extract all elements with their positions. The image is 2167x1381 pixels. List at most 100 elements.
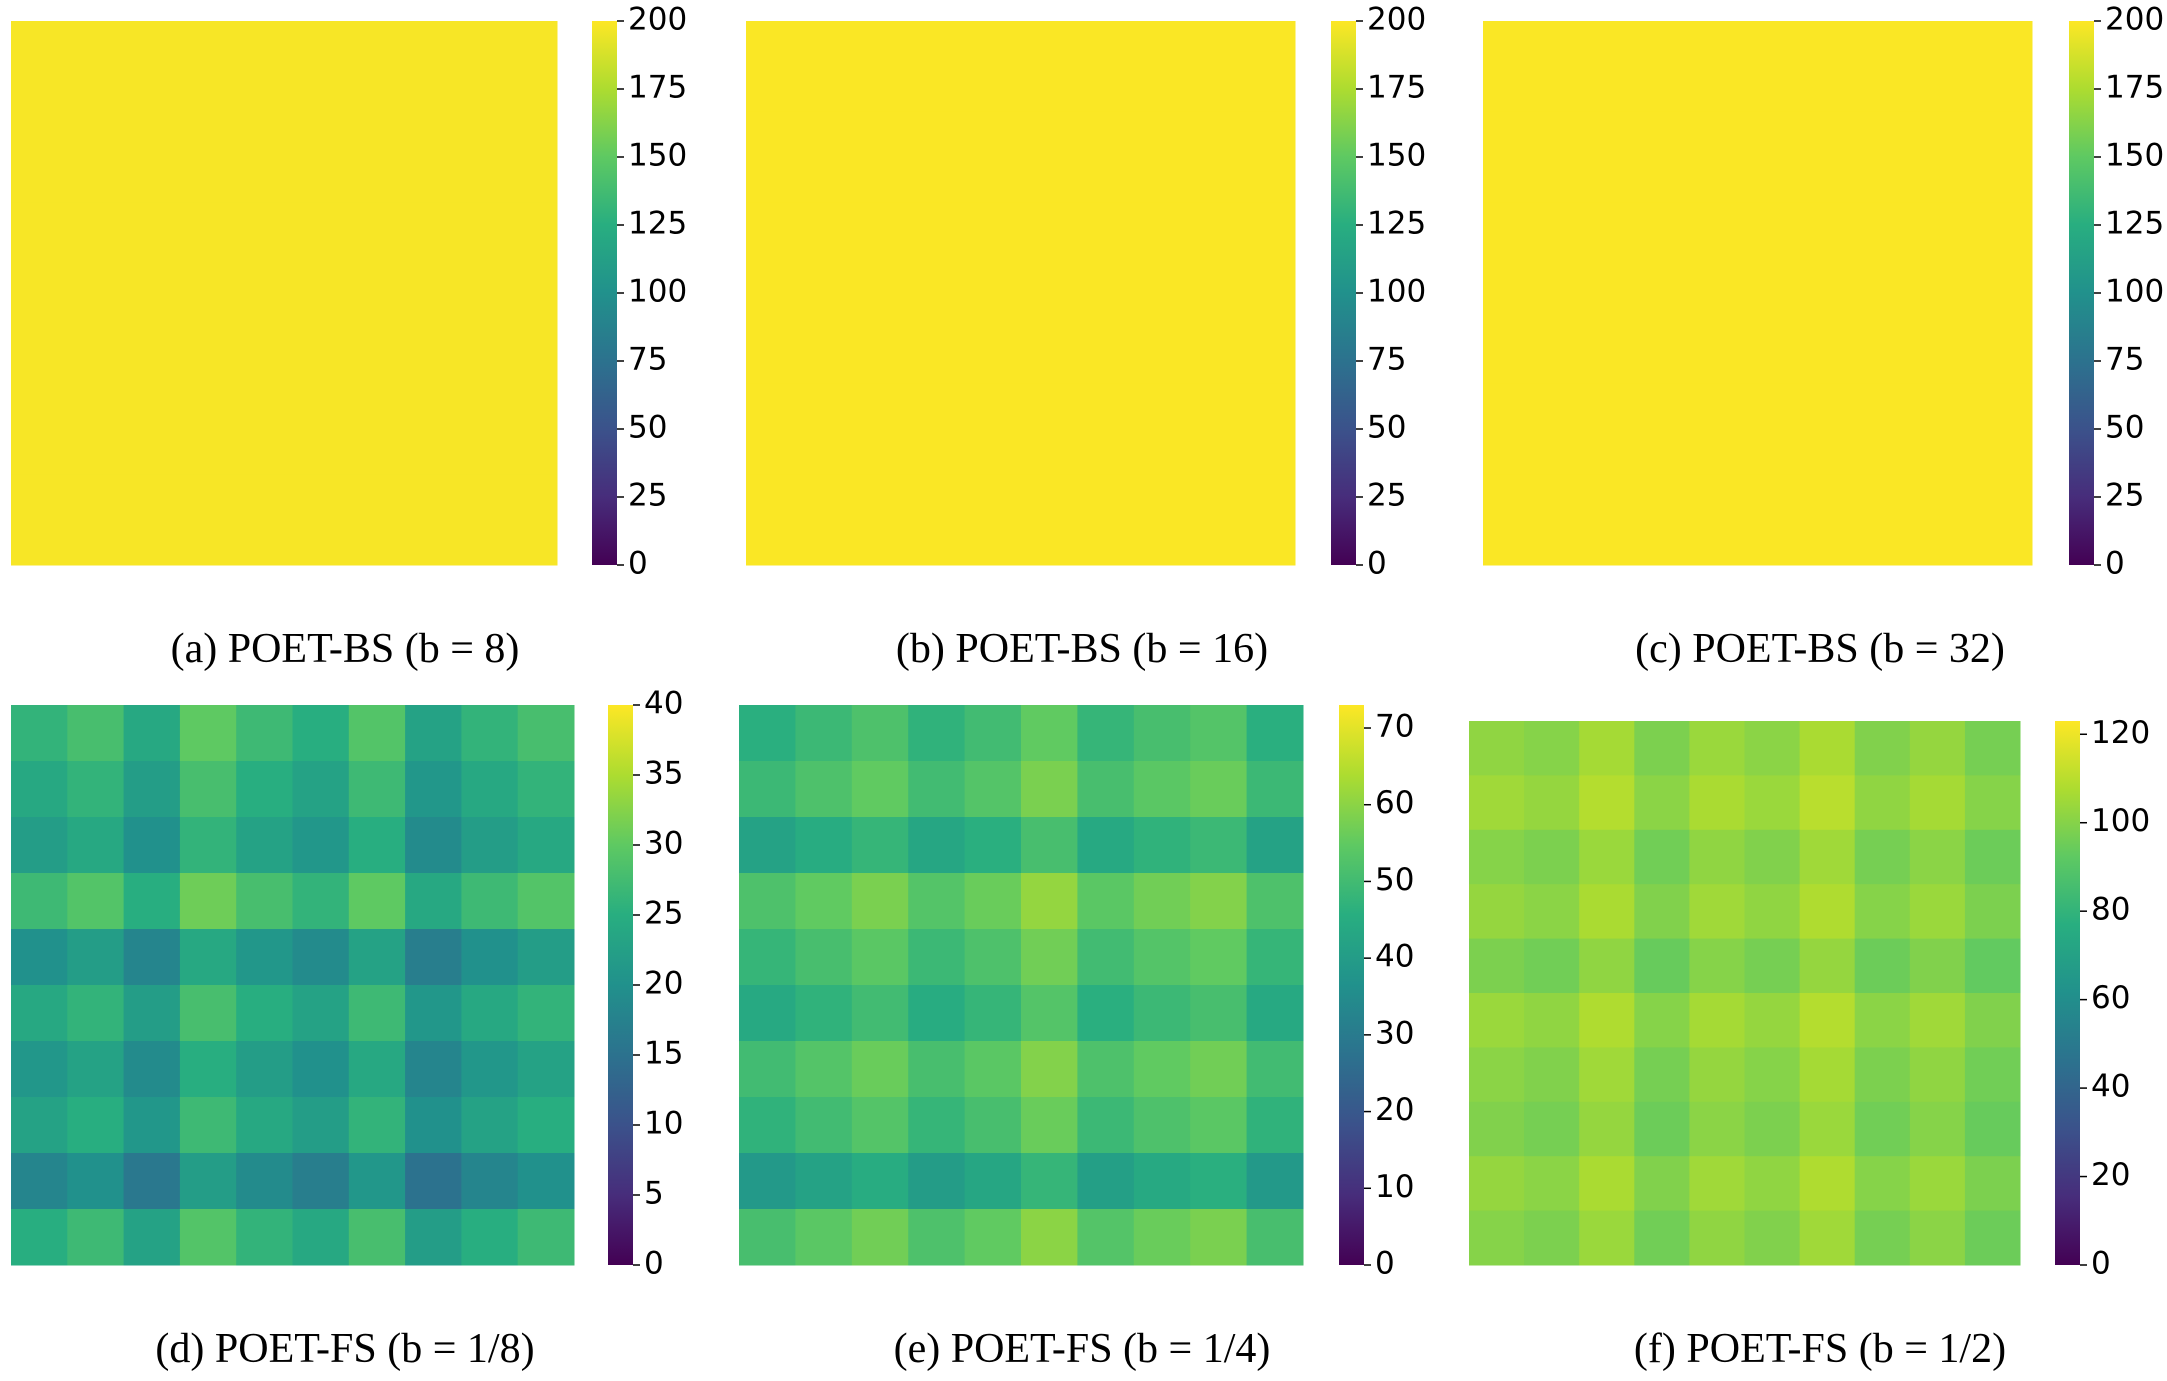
heatmap-cell: [236, 1041, 293, 1098]
heatmap-cell: [1634, 1210, 1690, 1266]
heatmap-cell: [1854, 884, 1911, 940]
heatmap-cell: [348, 705, 406, 762]
heatmap-panel: 0 20 40 60 80 100 120 (f) POET-FS (b = 1/2): [1469, 715, 2150, 1372]
colorbar: [2055, 721, 2080, 1265]
heatmap-cell: [1524, 721, 1580, 776]
colorbar-tick-label: 200: [2105, 2, 2164, 38]
heatmap-cell: [1579, 1156, 1635, 1212]
heatmap-cell: [1524, 1210, 1580, 1266]
heatmap-panel: 0 25 50 75 100 125 150 175 200 (b) POET-BS (b = 1…: [746, 2, 1426, 672]
heatmap-cell: [123, 1041, 181, 1098]
heatmap-cell: [1744, 1047, 1801, 1103]
colorbar-tick-label: 15: [644, 1036, 683, 1072]
heatmap-cell: [1021, 1041, 1078, 1098]
heatmap-cell: [236, 1153, 293, 1210]
heatmap-cell: [1666, 474, 1758, 566]
heatmap-cell: [1190, 1097, 1248, 1154]
heatmap-cell: [1940, 474, 2033, 566]
heatmap-cell: [837, 474, 930, 566]
heatmap-cell: [851, 1209, 909, 1266]
colorbar-tick-label: 100: [628, 274, 687, 310]
heatmap-cell: [123, 817, 181, 874]
heatmap-cell: [1757, 293, 1850, 385]
heatmap-cell: [466, 21, 558, 113]
heatmap-cell: [739, 929, 796, 986]
heatmap-cell: [405, 817, 462, 874]
heatmap-cell: [964, 817, 1022, 874]
heatmap-panel: 0 25 50 75 100 125 150 175 200 (a) POET-BS (b = 8…: [11, 2, 687, 672]
heatmap-cell: [1909, 829, 1966, 885]
heatmap-cell: [1579, 938, 1635, 994]
heatmap-cell: [1524, 938, 1580, 994]
heatmap-cell: [1469, 1210, 1525, 1266]
heatmap-cell: [1190, 761, 1248, 818]
heatmap-cell: [292, 761, 350, 818]
heatmap-cell: [1483, 202, 1575, 294]
heatmap-cell: [1757, 474, 1850, 566]
heatmap-cell: [1190, 705, 1248, 762]
caption: (f) POET-FS (b = 1/2): [1634, 1326, 2006, 1372]
heatmap-cell: [1757, 21, 1850, 113]
heatmap-cell: [292, 1041, 350, 1098]
colorbar-tick-label: 200: [628, 2, 687, 38]
heatmap-cell: [1799, 721, 1856, 776]
heatmap-cell: [123, 873, 181, 930]
heatmap-cell: [292, 1153, 350, 1210]
heatmap-cell: [1021, 761, 1078, 818]
heatmap-cell: [466, 383, 558, 475]
heatmap-cell: [193, 202, 285, 294]
heatmap-cell: [739, 1097, 796, 1154]
heatmap-cell: [1744, 829, 1801, 885]
heatmap-cell: [1849, 111, 1941, 203]
colorbar-tick-label: 60: [1375, 785, 1414, 821]
heatmap-cell: [1524, 993, 1580, 1048]
heatmap-cell: [1744, 993, 1801, 1048]
heatmap-cell: [1133, 817, 1191, 874]
heatmap-cell: [1524, 1101, 1580, 1157]
heatmap-cell: [236, 817, 293, 874]
colorbar-tick-label: 30: [1375, 1015, 1414, 1051]
heatmap-cell: [1909, 1101, 1966, 1157]
heatmap-cell: [1469, 884, 1525, 940]
heatmap-cell: [746, 474, 838, 566]
heatmap-cell: [11, 202, 103, 294]
heatmap-cell: [236, 985, 293, 1042]
heatmap-cell: [67, 1097, 125, 1154]
heatmap-cell: [851, 705, 909, 762]
heatmap-cell: [964, 1041, 1022, 1098]
heatmap-cell: [746, 111, 838, 203]
heatmap-cell: [1940, 21, 2033, 113]
heatmap-cell: [375, 21, 467, 113]
heatmap-cell: [1203, 202, 1296, 294]
heatmap-cell: [1849, 383, 1941, 475]
heatmap-cell: [1246, 817, 1304, 874]
caption: (e) POET-FS (b = 1/4): [894, 1326, 1271, 1372]
heatmap-cell: [348, 1209, 406, 1266]
heatmap-cell: [1246, 985, 1304, 1042]
heatmap-cell: [11, 1097, 68, 1154]
heatmap-cell: [1190, 929, 1248, 986]
heatmap-cell: [1077, 1209, 1135, 1266]
colorbar-tick-label: 75: [2105, 342, 2144, 378]
colorbar-tick-label: 50: [628, 410, 667, 446]
colorbar-tick-label: 175: [2105, 70, 2164, 106]
heatmap-cell: [405, 705, 462, 762]
heatmap-cell: [1112, 202, 1204, 294]
heatmap-cell: [1634, 1156, 1690, 1212]
heatmap-cell: [851, 873, 909, 930]
heatmap-cell: [461, 985, 519, 1042]
heatmap-cell: [292, 705, 350, 762]
heatmap-cell: [908, 1209, 966, 1266]
heatmap-cell: [1112, 293, 1204, 385]
heatmap-cell: [236, 1209, 293, 1266]
heatmap-cell: [466, 202, 558, 294]
heatmap-cell: [284, 111, 376, 203]
heatmap-cell: [1854, 721, 1911, 776]
heatmap-cell: [179, 985, 237, 1042]
colorbar-tick-label: 10: [644, 1106, 683, 1142]
heatmap-cell: [1483, 293, 1575, 385]
heatmap-cell: [284, 383, 376, 475]
colorbar-tick-label: 0: [1367, 546, 1387, 582]
colorbar-tick-label: 25: [2105, 478, 2144, 514]
heatmap-cell: [1203, 293, 1296, 385]
